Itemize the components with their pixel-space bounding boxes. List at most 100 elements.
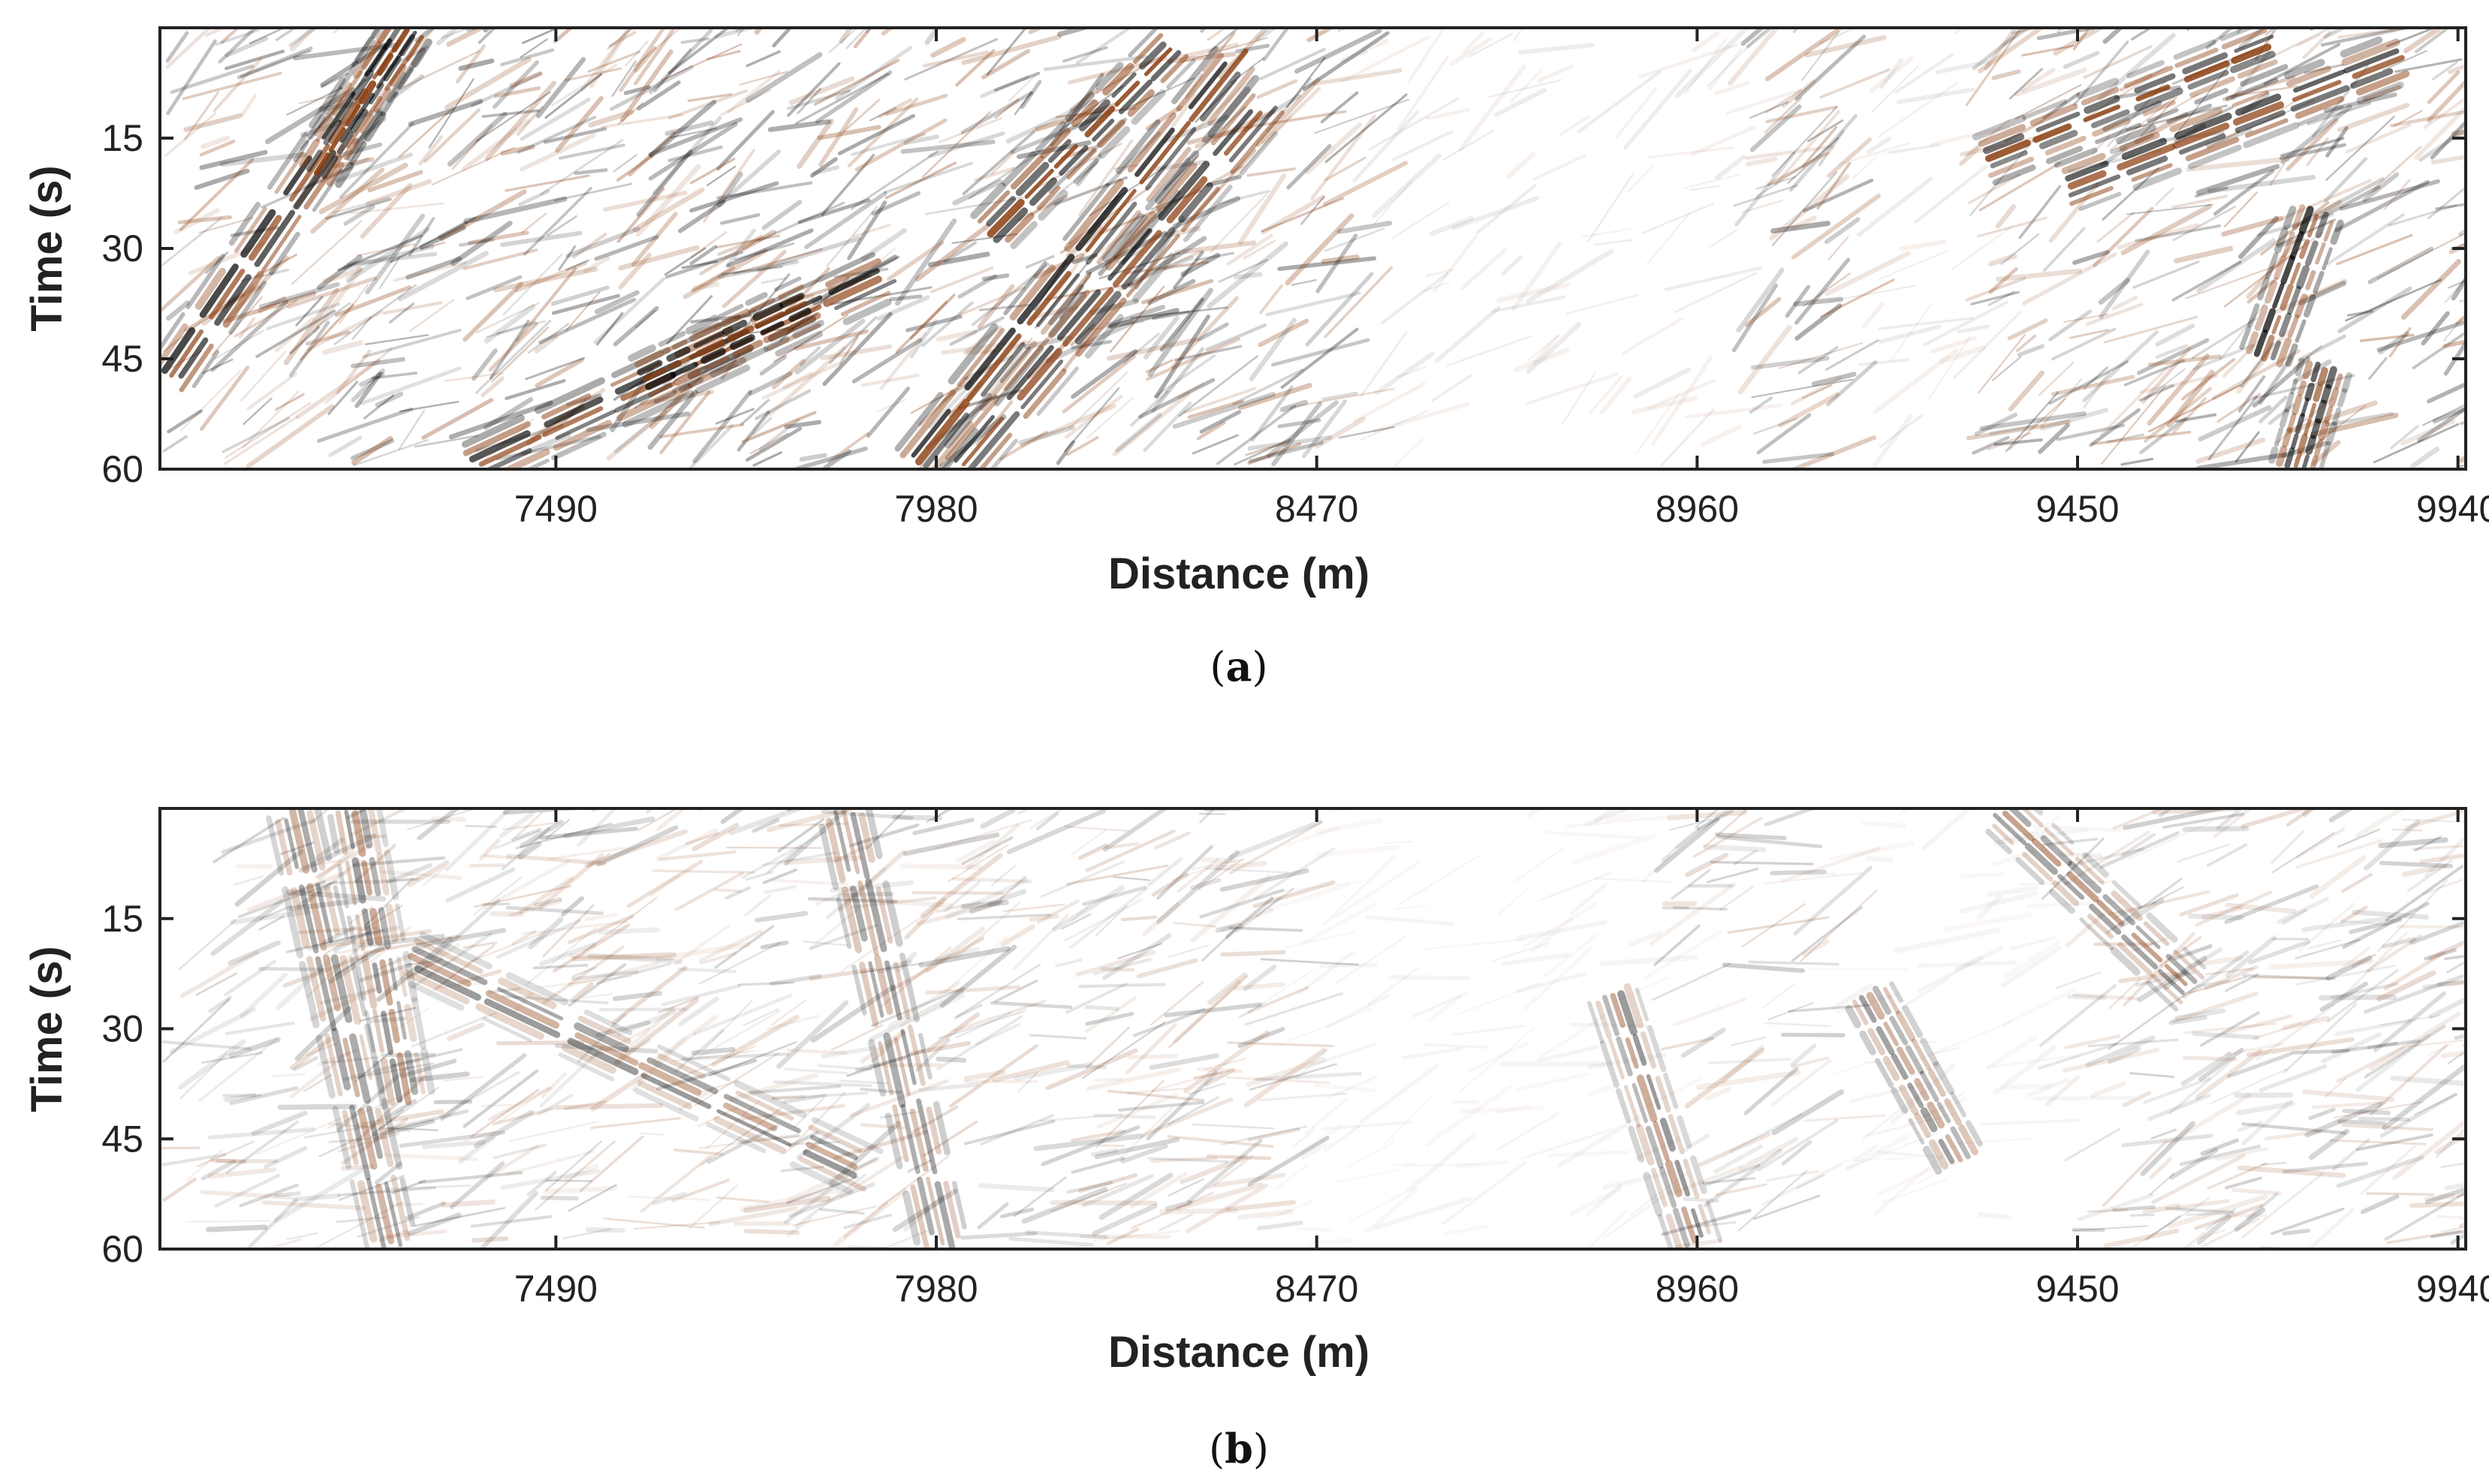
noise-streak <box>306 859 362 902</box>
noise-streak <box>601 113 684 129</box>
noise-streak <box>393 74 424 98</box>
noise-streak <box>1294 28 1382 74</box>
noise-streak <box>698 1135 800 1149</box>
event-wavelet <box>364 1010 376 1053</box>
noise-streak <box>2424 1193 2456 1202</box>
noise-streak <box>928 381 974 429</box>
noise-streak <box>407 859 450 887</box>
noise-streak <box>571 970 640 981</box>
noise-streak <box>1201 926 1238 962</box>
noise-streak <box>768 345 847 417</box>
event-wavelet <box>916 1098 938 1175</box>
noise-streak <box>932 808 951 821</box>
noise-streak <box>2017 344 2045 357</box>
event-wavelet <box>240 209 276 258</box>
event-wavelet <box>1207 66 1255 126</box>
noise-streak <box>1785 284 1811 318</box>
noise-streak <box>2323 92 2397 113</box>
noise-streak <box>2378 331 2409 355</box>
noise-streak <box>1071 905 1091 922</box>
noise-streak <box>369 877 422 885</box>
event-wavelet <box>1920 1037 1939 1067</box>
noise-streak <box>261 1200 366 1211</box>
noise-streak <box>1741 903 1806 948</box>
noise-streak <box>2310 28 2317 32</box>
noise-streak <box>303 1073 333 1093</box>
noise-streak <box>742 229 774 251</box>
noise-streak <box>1819 68 1891 99</box>
event-wavelet <box>371 28 384 39</box>
noise-streak <box>1599 376 1632 415</box>
noise-streak <box>2324 157 2368 203</box>
event-wavelet <box>1907 1082 1924 1109</box>
noise-streak <box>957 274 998 299</box>
noise-streak <box>1266 77 1312 133</box>
noise-streak <box>378 257 400 290</box>
noise-streak <box>2150 1154 2246 1205</box>
noise-streak <box>2099 831 2180 869</box>
event-wavelet <box>185 254 225 309</box>
noise-streak <box>365 334 429 345</box>
noise-streak <box>717 236 761 256</box>
event-wavelet <box>404 1004 417 1043</box>
noise-streak <box>2321 1032 2382 1064</box>
noise-streak <box>2186 1212 2228 1216</box>
noise-streak <box>1258 1092 1348 1102</box>
event-wavelet <box>161 327 196 375</box>
noise-streak <box>1750 356 1830 370</box>
noise-streak <box>481 1103 513 1107</box>
noise-streak <box>2349 917 2403 935</box>
noise-streak <box>1081 1173 1154 1208</box>
event-wavelet <box>2301 397 2310 417</box>
event-wavelet <box>868 1039 887 1097</box>
event-wavelet <box>1944 1098 1962 1126</box>
event-wavelet <box>2146 980 2179 1012</box>
event-wavelet <box>364 111 387 142</box>
noise-streak <box>305 330 351 346</box>
noise-streak <box>1984 28 2019 71</box>
noise-streak <box>375 391 404 408</box>
noise-streak <box>2258 1064 2328 1092</box>
noise-streak <box>838 850 906 912</box>
noise-streak <box>1237 173 1287 245</box>
noise-streak <box>1020 403 1116 447</box>
noise-streak <box>384 1099 417 1120</box>
event-wavelet <box>411 997 426 1049</box>
event-wavelet <box>191 350 220 389</box>
noise-streak <box>1173 980 1242 1044</box>
noise-streak <box>1233 272 1263 280</box>
event-wavelet <box>926 1106 942 1155</box>
noise-streak <box>547 215 577 236</box>
event-wavelet <box>2274 227 2289 254</box>
event-wavelet <box>2169 107 2223 133</box>
noise-streak <box>2102 100 2162 132</box>
noise-streak <box>918 946 1011 968</box>
event-wavelet <box>1035 273 1080 327</box>
noise-streak <box>2345 123 2412 154</box>
noise-streak <box>571 952 676 962</box>
event-wavelet <box>347 70 363 92</box>
event-wavelet <box>2081 86 2120 106</box>
event-wavelet <box>705 356 730 370</box>
noise-streak <box>1662 826 1701 862</box>
event-wavelet <box>2045 146 2084 164</box>
noise-streak <box>994 98 1020 119</box>
event-wavelet <box>1017 348 1062 401</box>
event-wavelet <box>2079 917 2114 950</box>
noise-streak <box>743 1195 831 1213</box>
noise-streak <box>846 1049 925 1077</box>
y-tick-label: 45 <box>101 338 143 380</box>
noise-streak <box>2221 215 2284 237</box>
event-wavelet <box>1623 983 1644 1028</box>
noise-streak <box>506 1150 595 1175</box>
noise-streak <box>1837 142 1910 166</box>
noise-streak <box>703 149 756 223</box>
noise-streak <box>588 109 634 128</box>
event-wavelet <box>1035 121 1066 153</box>
noise-streak <box>2117 898 2165 929</box>
noise-streak <box>2225 935 2277 978</box>
noise-streak <box>1228 926 1303 932</box>
noise-streak <box>2448 63 2466 74</box>
noise-streak <box>1806 119 1844 143</box>
event-wavelet <box>284 818 300 869</box>
